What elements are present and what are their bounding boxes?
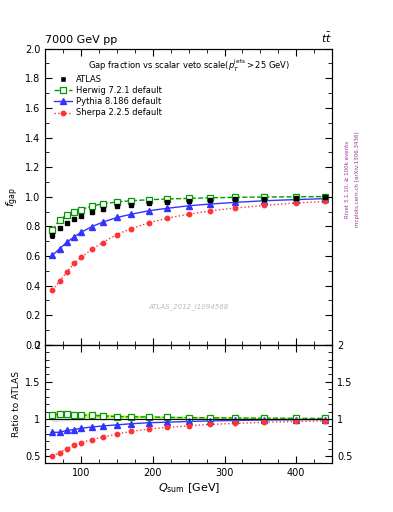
Text: mcplots.cern.ch [arXiv:1306.3436]: mcplots.cern.ch [arXiv:1306.3436] [355,132,360,227]
Text: Rivet 3.1.10, ≥ 100k events: Rivet 3.1.10, ≥ 100k events [345,141,350,218]
Text: $t\bar{t}$: $t\bar{t}$ [321,31,332,45]
Text: 7000 GeV pp: 7000 GeV pp [45,35,118,45]
Y-axis label: $f_{\rm gap}$: $f_{\rm gap}$ [4,187,21,207]
Text: ATLAS_2012_I1094568: ATLAS_2012_I1094568 [149,303,229,310]
Y-axis label: Ratio to ATLAS: Ratio to ATLAS [12,371,21,437]
Text: Gap fraction vs scalar veto scale($p_T^{\rm jets}>25$ GeV): Gap fraction vs scalar veto scale($p_T^{… [88,57,290,74]
Legend: ATLAS, Herwig 7.2.1 default, Pythia 8.186 default, Sherpa 2.2.5 default: ATLAS, Herwig 7.2.1 default, Pythia 8.18… [52,74,163,119]
X-axis label: $Q_{\rm sum}\ [\rm GeV]$: $Q_{\rm sum}\ [\rm GeV]$ [158,481,220,495]
